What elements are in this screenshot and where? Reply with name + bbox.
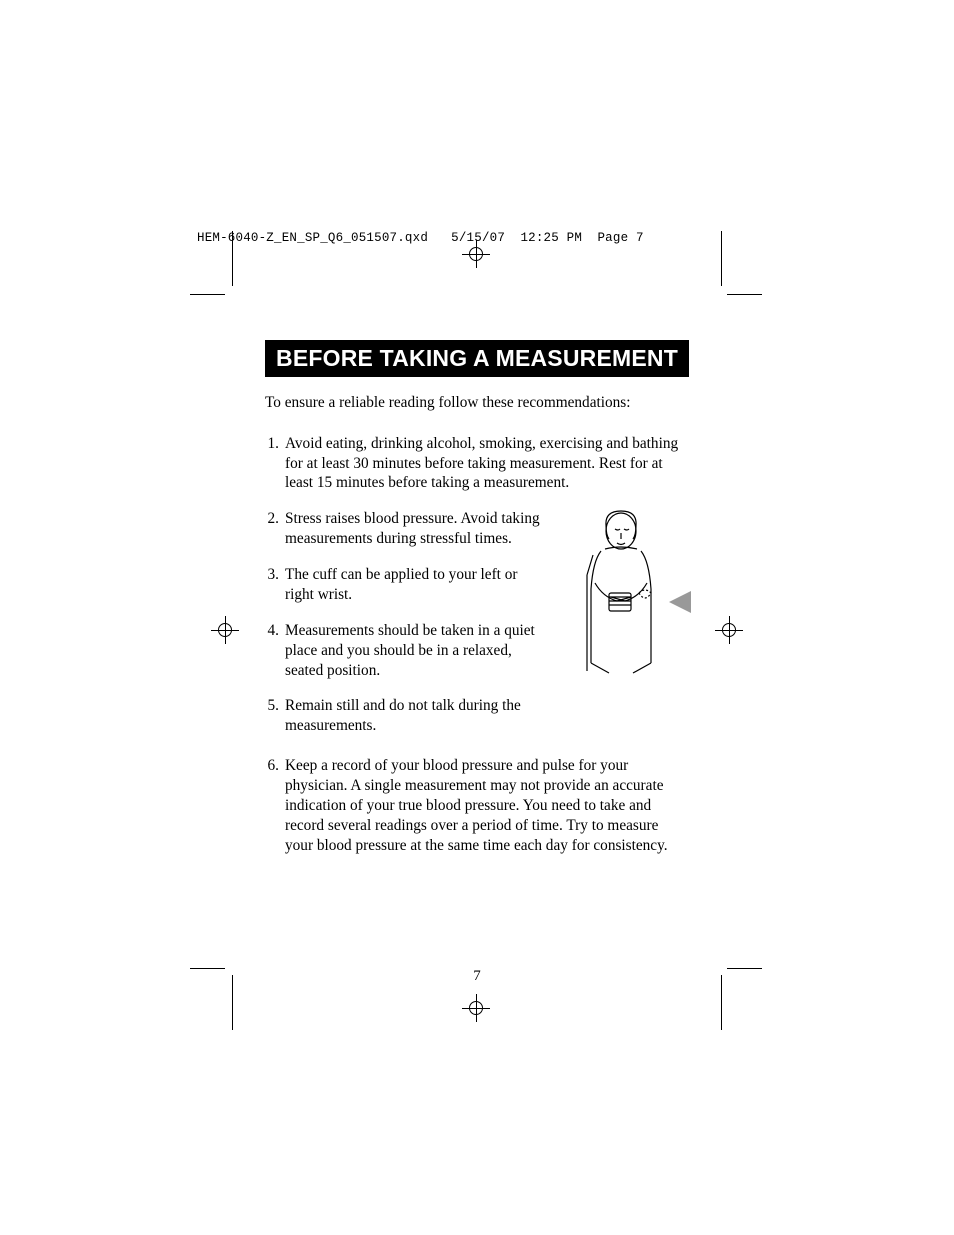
list-item: 1. Avoid eating, drinking alcohol, smoki… bbox=[265, 434, 689, 494]
item-number: 5. bbox=[265, 696, 279, 736]
pointer-arrow-icon bbox=[669, 591, 691, 613]
list-item: 5. Remain still and do not talk during t… bbox=[265, 696, 541, 736]
item-text: Keep a record of your blood pressure and… bbox=[285, 756, 689, 855]
item-text: Stress raises blood pressure. Avoid taki… bbox=[285, 509, 541, 549]
item-number: 2. bbox=[265, 509, 279, 549]
item-number: 1. bbox=[265, 434, 279, 494]
item-number: 3. bbox=[265, 565, 279, 605]
crop-mark bbox=[721, 231, 722, 286]
item-text: The cuff can be applied to your left or … bbox=[285, 565, 541, 605]
instruction-list: 1. Avoid eating, drinking alcohol, smoki… bbox=[265, 434, 689, 494]
section-title: BEFORE TAKING A MEASUREMENT bbox=[265, 340, 689, 377]
item-text: Avoid eating, drinking alcohol, smoking,… bbox=[285, 434, 689, 494]
list-item: 2. Stress raises blood pressure. Avoid t… bbox=[265, 509, 541, 549]
instruction-list: 2. Stress raises blood pressure. Avoid t… bbox=[265, 509, 541, 736]
item-text: Measurements should be taken in a quiet … bbox=[285, 621, 541, 681]
registration-mark bbox=[469, 1001, 483, 1015]
page-number: 7 bbox=[0, 968, 954, 985]
item-number: 6. bbox=[265, 756, 279, 855]
item-text: Remain still and do not talk during the … bbox=[285, 696, 541, 736]
document-page: HEM-6040-Z_EN_SP_Q6_051507.qxd 5/15/07 1… bbox=[265, 231, 689, 872]
item-number: 4. bbox=[265, 621, 279, 681]
seated-person-wrist-cuff-illustration bbox=[553, 505, 683, 675]
registration-mark bbox=[722, 623, 736, 637]
crop-mark bbox=[727, 294, 762, 295]
registration-mark bbox=[218, 623, 232, 637]
list-item: 6. Keep a record of your blood pressure … bbox=[265, 756, 689, 855]
print-header: HEM-6040-Z_EN_SP_Q6_051507.qxd 5/15/07 1… bbox=[197, 231, 621, 245]
instruction-list: 6. Keep a record of your blood pressure … bbox=[265, 756, 689, 855]
intro-text: To ensure a reliable reading follow thes… bbox=[265, 393, 689, 414]
list-item: 3. The cuff can be applied to your left … bbox=[265, 565, 541, 605]
list-item: 4. Measurements should be taken in a qui… bbox=[265, 621, 541, 681]
crop-mark bbox=[190, 294, 225, 295]
